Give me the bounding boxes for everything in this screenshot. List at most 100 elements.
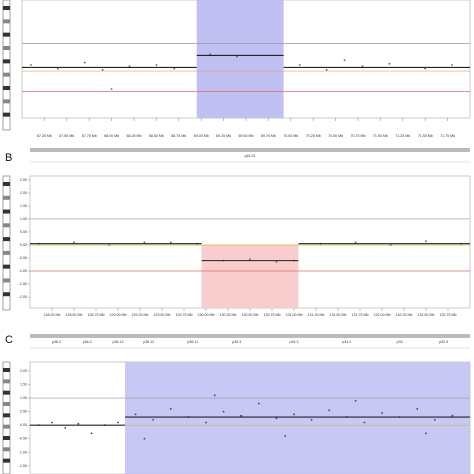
x-tick-label: 71.50 Mb	[418, 134, 433, 138]
x-tick-label: 67.50 Mb	[59, 134, 74, 138]
y-tick-label: 1.00	[20, 217, 27, 221]
data-point	[240, 414, 243, 417]
ideogram-band	[3, 209, 10, 214]
x-tick-label: 69.00 Mb	[194, 134, 209, 138]
y-tick-label: 2.50	[20, 178, 27, 182]
y-tick-label: -2.00	[19, 295, 27, 299]
data-point	[169, 241, 172, 244]
track-label: p35.3	[232, 340, 241, 344]
track-label: p32.3	[439, 340, 448, 344]
y-tick-label: -1.00	[19, 450, 27, 454]
x-tick-label: 71.25 Mb	[395, 134, 410, 138]
ideogram	[2, 0, 11, 131]
data-point	[222, 410, 225, 413]
track-label: p36.2	[83, 340, 92, 344]
data-point	[451, 64, 453, 66]
data-point	[205, 421, 207, 424]
data-point	[424, 67, 427, 70]
y-tick-label: 1.50	[20, 204, 27, 208]
y-tick-label: 0.00	[20, 423, 27, 427]
data-point	[173, 67, 176, 70]
y-tick-label: -0.50	[19, 437, 27, 441]
panel-label: C	[5, 334, 13, 346]
track-label: p36.3	[52, 340, 61, 344]
x-tick-label: 70.00 Mb	[283, 134, 298, 138]
data-point	[51, 421, 53, 424]
ideogram-band	[3, 112, 10, 117]
ideogram-band	[3, 86, 10, 90]
ideogram	[2, 361, 11, 474]
data-point	[83, 61, 86, 64]
data-point	[328, 409, 331, 412]
y-tick-label: 2.00	[20, 191, 27, 195]
x-tick-label: 131.75 Mb	[352, 313, 369, 317]
highlight-region	[196, 0, 284, 118]
data-point	[56, 67, 59, 70]
data-point	[451, 414, 454, 417]
data-point	[117, 421, 119, 424]
track-label: q24.31	[245, 154, 256, 158]
ideogram-band	[3, 6, 10, 10]
data-point	[275, 417, 278, 420]
x-tick-label: 130.50 Mb	[242, 313, 259, 317]
x-tick-label: 130.75 Mb	[264, 313, 281, 317]
x-tick-label: 128.75 Mb	[88, 313, 105, 317]
ideogram-band	[3, 390, 10, 395]
ideogram-band	[3, 32, 10, 37]
ideogram-band	[3, 182, 10, 186]
data-point	[128, 65, 131, 68]
data-point	[101, 68, 104, 71]
x-tick-label: 69.75 Mb	[261, 134, 276, 138]
y-tick-label: 0.00	[20, 243, 27, 247]
x-tick-label: 67.25 Mb	[37, 134, 52, 138]
data-point	[155, 64, 158, 66]
y-tick-label: -1.50	[19, 282, 27, 286]
data-point	[134, 413, 137, 416]
x-tick-label: 69.25 Mb	[216, 134, 231, 138]
x-tick-label: 131.50 Mb	[330, 313, 347, 317]
panel-label: B	[5, 152, 12, 164]
ideogram-band	[3, 59, 10, 64]
data-point	[325, 68, 328, 71]
x-tick-label: 131.25 Mb	[308, 313, 325, 317]
data-point	[284, 435, 287, 437]
ideogram-band	[3, 413, 10, 418]
data-point	[363, 421, 366, 424]
data-point	[416, 408, 419, 410]
x-tick-label: 71.75 Mb	[440, 134, 455, 138]
y-tick-label: 1.50	[20, 382, 27, 386]
y-tick-label: 0.50	[20, 410, 27, 414]
track-label: p34.3	[290, 340, 299, 344]
ideogram-band	[3, 99, 10, 104]
y-tick-label: -1.00	[19, 269, 27, 273]
data-point	[108, 244, 111, 246]
x-tick-label: 69.50 Mb	[239, 134, 254, 138]
highlight-region	[201, 244, 299, 308]
x-tick-label: 132.00 Mb	[374, 313, 391, 317]
data-point	[389, 244, 392, 246]
data-point	[143, 241, 146, 244]
data-point	[257, 402, 260, 405]
x-tick-label: 129.25 Mb	[132, 313, 149, 317]
ideogram-band	[3, 278, 10, 283]
data-point	[77, 422, 80, 425]
ideogram-band	[3, 402, 10, 406]
ideogram-band	[3, 250, 10, 255]
ideogram-band	[3, 292, 10, 297]
y-tick-label: 1.00	[20, 396, 27, 400]
data-point	[30, 64, 32, 66]
data-point	[354, 399, 357, 402]
ideogram-band	[3, 264, 10, 269]
y-tick-label: 0.50	[20, 230, 27, 234]
ideogram	[2, 175, 11, 311]
ideogram-band	[3, 436, 10, 440]
track-label: p36.13	[113, 340, 124, 344]
y-tick-label: -0.50	[19, 256, 27, 260]
x-tick-label: 130.00 Mb	[198, 313, 215, 317]
track-label: p33	[397, 340, 403, 344]
ideogram-band	[3, 458, 10, 463]
ideogram-band	[3, 46, 10, 50]
x-tick-label: 68.75 Mb	[171, 134, 186, 138]
ideogram-band	[3, 72, 10, 77]
track-label: p36.12	[143, 340, 154, 344]
